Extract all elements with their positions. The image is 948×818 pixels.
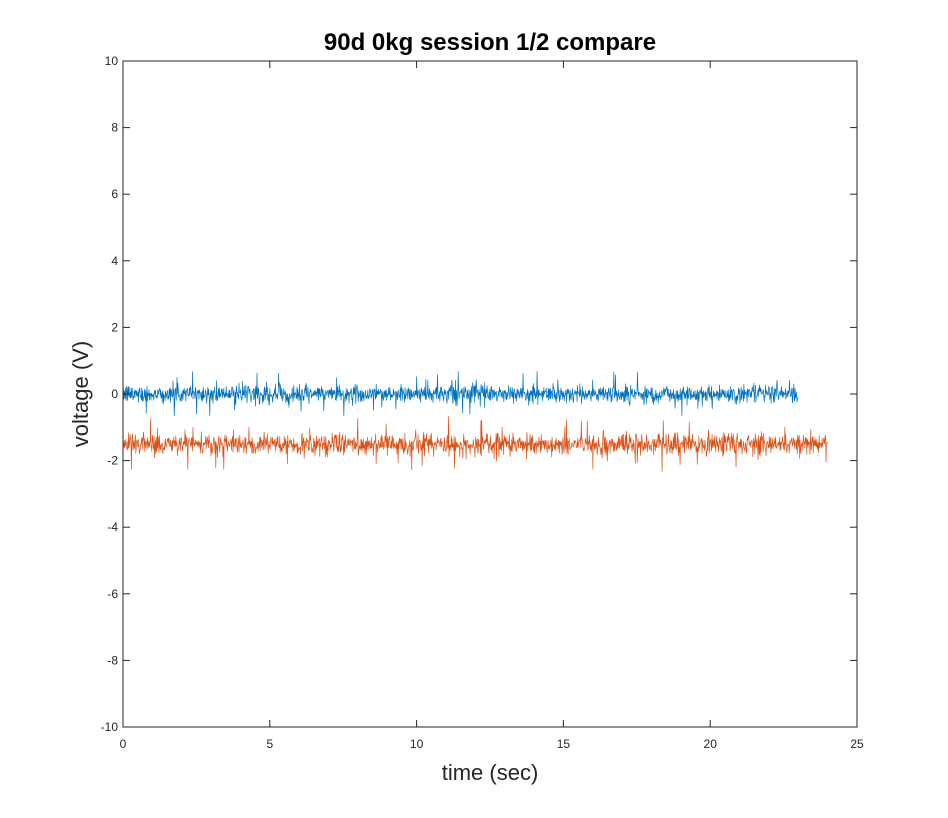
ticks-layer: 0 5 10 15 20 25 -10 -8 -6 -4 -2 0 2 4 6 8 10	[101, 54, 864, 751]
chart-title: 90d 0kg session 1/2 compare	[324, 29, 656, 56]
x-tick-label: 20	[704, 737, 718, 751]
x-tick-label: 15	[557, 737, 571, 751]
series-2-line	[122, 416, 828, 472]
x-tick-label: 5	[266, 737, 273, 751]
y-tick-label: 0	[111, 387, 118, 401]
y-tick-label: -2	[107, 454, 118, 468]
y-tick-label: 2	[111, 320, 118, 334]
y-tick-label: 8	[111, 121, 118, 135]
y-axis-title: voltage (V)	[68, 341, 93, 447]
y-tick-label: -10	[101, 720, 119, 734]
y-tick-label: -8	[107, 653, 118, 667]
y-tick-label: -4	[107, 520, 118, 534]
x-axis-title: time (sec)	[442, 760, 539, 785]
y-tick-label: 6	[111, 187, 118, 201]
y-tick-label: 10	[105, 54, 119, 68]
series-1-line	[122, 371, 799, 416]
x-tick-label: 10	[410, 737, 424, 751]
x-tick-label: 25	[850, 737, 864, 751]
y-tick-label: 4	[111, 254, 118, 268]
x-tick-label: 0	[120, 737, 127, 751]
series-layer	[122, 371, 828, 472]
y-tick-label: -6	[107, 587, 118, 601]
